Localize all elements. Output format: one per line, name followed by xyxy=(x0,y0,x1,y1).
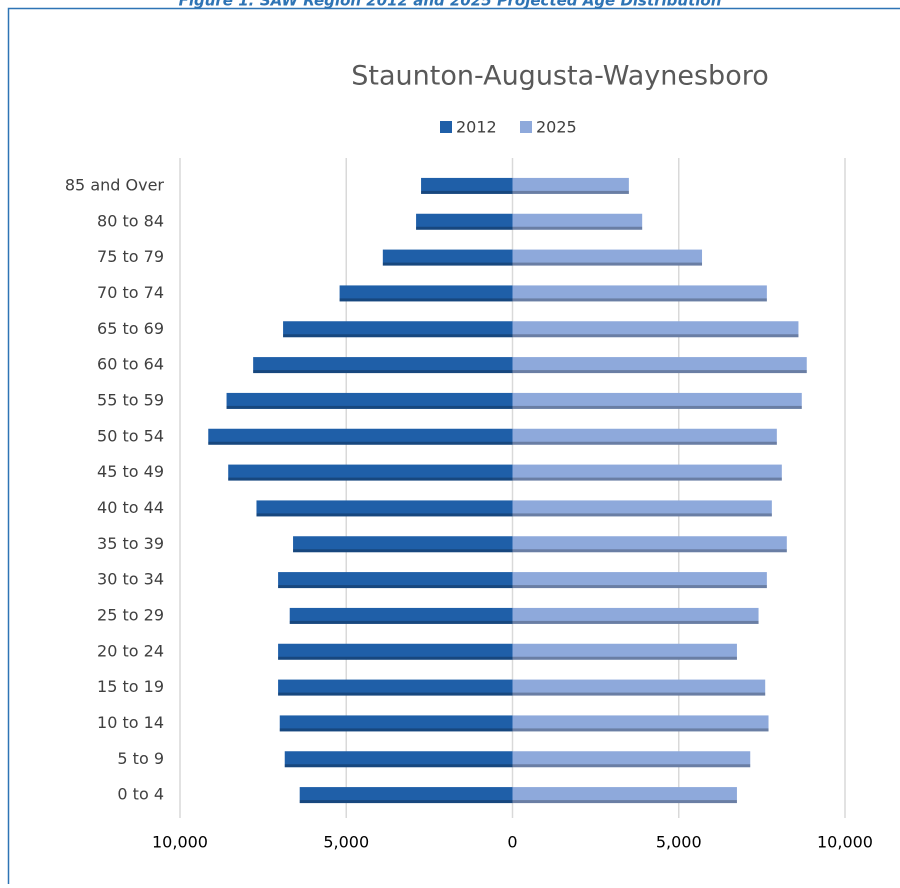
y-tick-label: 0 to 4 xyxy=(117,785,164,804)
bar-shade xyxy=(513,657,737,660)
bar-shade xyxy=(278,585,512,588)
bar-shade xyxy=(227,406,513,409)
bar-shade xyxy=(513,334,799,337)
y-tick-label: 10 to 14 xyxy=(97,713,164,732)
bar-shade xyxy=(253,370,512,373)
y-tick-label: 80 to 84 xyxy=(97,211,164,230)
y-tick-label: 40 to 44 xyxy=(97,498,164,517)
bar-shade xyxy=(513,263,703,266)
bar-shade xyxy=(285,764,513,767)
bar-shade xyxy=(228,478,512,481)
x-tick-label: 10,000 xyxy=(817,833,873,852)
bar-shade xyxy=(278,657,512,660)
legend-label: 2012 xyxy=(456,118,497,137)
bar-shade xyxy=(513,370,807,373)
y-tick-label: 65 to 69 xyxy=(97,319,164,338)
bar-shade xyxy=(421,191,512,194)
bar-shade xyxy=(513,406,802,409)
y-tick-label: 55 to 59 xyxy=(97,390,164,409)
y-tick-label: 85 and Over xyxy=(65,175,165,194)
bar-shade xyxy=(513,478,782,481)
bar-shade xyxy=(513,764,751,767)
bar-shade xyxy=(208,442,512,445)
bar-shade xyxy=(513,693,766,696)
bar-shade xyxy=(293,549,512,552)
y-tick-label: 45 to 49 xyxy=(97,462,164,481)
bar-shade xyxy=(278,693,512,696)
bar-shade xyxy=(513,800,737,803)
x-tick-label: 5,000 xyxy=(656,833,702,852)
y-tick-label: 70 to 74 xyxy=(97,283,164,302)
y-tick-label: 75 to 79 xyxy=(97,247,164,266)
bar-shade xyxy=(256,513,512,516)
bar-shade xyxy=(283,334,512,337)
y-tick-label: 15 to 19 xyxy=(97,677,164,696)
bar-shade xyxy=(513,442,777,445)
bar-shade xyxy=(383,263,513,266)
x-tick-label: 0 xyxy=(507,833,517,852)
figure-caption: Figure 1: SAW Region 2012 and 2025 Proje… xyxy=(179,0,722,10)
chart-title: Staunton-Augusta-Waynesboro xyxy=(351,61,769,92)
y-tick-label: 35 to 39 xyxy=(97,534,164,553)
legend-swatch xyxy=(440,121,452,133)
bar-shade xyxy=(300,800,513,803)
bar-shade xyxy=(513,191,629,194)
y-tick-label: 30 to 34 xyxy=(97,570,164,589)
bar-shade xyxy=(513,227,643,230)
bar-shade xyxy=(513,298,767,301)
y-tick-label: 60 to 64 xyxy=(97,355,164,374)
bar-shade xyxy=(513,728,769,731)
bar-shade xyxy=(340,298,513,301)
x-tick-label: 10,000 xyxy=(152,833,208,852)
y-tick-label: 20 to 24 xyxy=(97,641,164,660)
legend-label: 2025 xyxy=(536,118,577,137)
legend-swatch xyxy=(520,121,532,133)
bar-shade xyxy=(280,728,513,731)
bar-shade xyxy=(416,227,512,230)
y-tick-label: 50 to 54 xyxy=(97,426,164,445)
x-tick-label: 5,000 xyxy=(323,833,369,852)
bar-shade xyxy=(513,585,767,588)
y-tick-label: 25 to 29 xyxy=(97,605,164,624)
bar-shade xyxy=(290,621,513,624)
bar-shade xyxy=(513,621,759,624)
bar-shade xyxy=(513,549,787,552)
y-tick-label: 5 to 9 xyxy=(117,749,164,768)
bar-shade xyxy=(513,513,772,516)
